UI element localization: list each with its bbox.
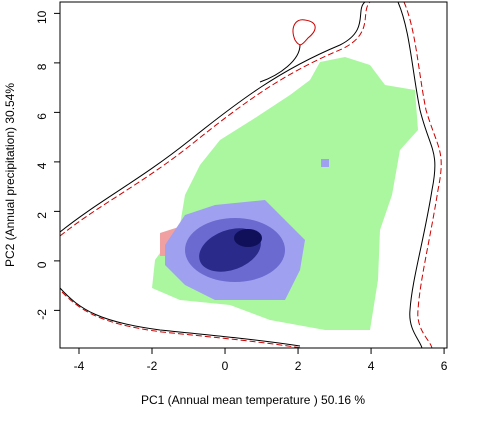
contour-loop [292, 19, 316, 46]
y-tick-label: 10 [35, 10, 49, 24]
contour-line [259, 44, 301, 83]
x-tick-label: -2 [147, 359, 158, 373]
y-axis-label: PC2 (Annual precipitation) 30.54% [3, 83, 17, 267]
y-tick-label: 8 [35, 63, 49, 70]
contour-line [397, 2, 436, 348]
y-tick-label: 4 [35, 162, 49, 169]
x-tick-label: 4 [368, 359, 375, 373]
x-tick-label: 0 [222, 359, 229, 373]
darkest-blue-region [234, 229, 262, 247]
x-tick-label: -4 [74, 359, 85, 373]
contour-line-dashed [60, 2, 371, 237]
y-tick-label: -2 [35, 309, 49, 320]
x-tick-label: 6 [441, 359, 448, 373]
contour-line [60, 287, 301, 347]
x-axis-label: PC1 (Annual mean temperature ) 50.16 % [141, 393, 365, 407]
purple-spot [321, 159, 329, 167]
contour-line [60, 2, 366, 233]
y-tick-label: 6 [35, 113, 49, 120]
plot-frame [59, 1, 448, 349]
x-tick-label: 2 [295, 359, 302, 373]
plot-regions [60, 2, 442, 348]
y-tick-label: 2 [35, 212, 49, 219]
contour-line-dashed [61, 291, 303, 348]
y-tick-label: 0 [35, 261, 49, 268]
contour-line-dashed [403, 2, 442, 348]
